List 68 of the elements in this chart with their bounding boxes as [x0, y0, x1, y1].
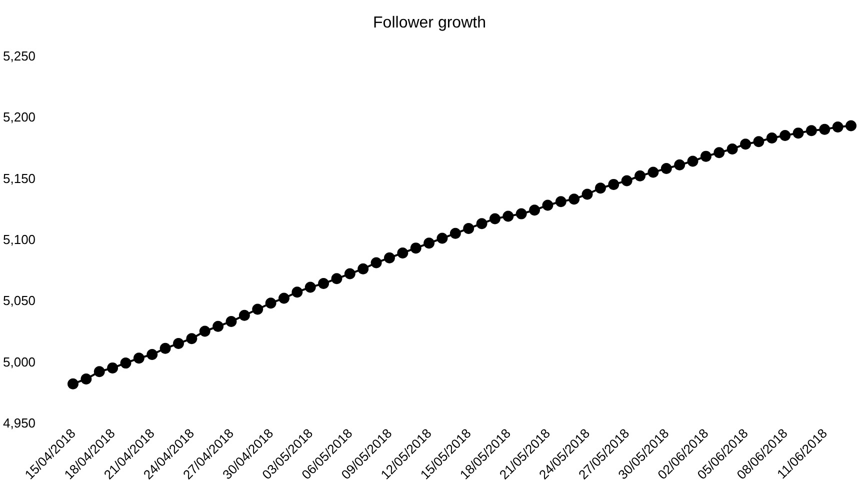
point — [832, 121, 844, 132]
y-tick-label: 5,000 — [3, 354, 36, 370]
point — [331, 273, 342, 284]
point — [186, 333, 198, 344]
y-tick-label: 5,050 — [3, 293, 36, 308]
point — [226, 316, 237, 327]
point — [173, 338, 184, 349]
point — [107, 362, 118, 374]
point — [94, 366, 105, 378]
point — [318, 278, 330, 290]
point — [621, 175, 632, 186]
point — [410, 242, 422, 254]
point — [133, 352, 144, 364]
point — [582, 188, 593, 200]
point — [489, 213, 500, 224]
point — [792, 128, 804, 139]
point — [450, 228, 461, 239]
point — [463, 222, 474, 234]
point — [358, 263, 369, 274]
point — [740, 138, 752, 150]
point — [68, 378, 78, 390]
point — [304, 282, 316, 293]
point — [120, 358, 132, 369]
point — [370, 257, 382, 268]
point — [278, 292, 290, 304]
point — [714, 147, 725, 158]
point — [846, 120, 856, 132]
point — [397, 247, 408, 258]
point — [555, 196, 566, 208]
point — [292, 286, 303, 298]
point — [780, 130, 791, 142]
point — [476, 218, 488, 230]
point — [146, 348, 158, 360]
y-tick-label: 4,950 — [3, 416, 36, 430]
point — [806, 125, 817, 136]
point — [634, 170, 646, 182]
point — [212, 320, 224, 332]
point — [648, 166, 659, 178]
y-tick-label: 5,200 — [3, 110, 36, 125]
point — [568, 194, 580, 205]
point — [594, 182, 606, 194]
point — [252, 304, 264, 315]
point — [766, 132, 778, 144]
point — [80, 373, 92, 384]
y-tick-label: 5,100 — [3, 232, 36, 247]
point — [265, 298, 276, 309]
point — [660, 163, 672, 174]
point — [608, 178, 620, 190]
point — [344, 268, 356, 280]
point — [502, 210, 514, 222]
point — [674, 159, 686, 170]
point — [542, 200, 554, 211]
point — [726, 143, 738, 154]
chart-title: Follower growth — [373, 14, 486, 32]
point — [516, 208, 527, 220]
point — [819, 124, 830, 135]
point — [753, 136, 764, 148]
y-tick-label: 5,150 — [3, 170, 36, 186]
point — [424, 238, 435, 249]
point — [384, 252, 395, 264]
point — [700, 150, 712, 162]
point — [687, 156, 698, 167]
point — [199, 326, 210, 337]
point — [529, 204, 540, 216]
point — [160, 342, 171, 354]
point — [436, 232, 448, 244]
y-tick-label: 5,250 — [3, 48, 36, 64]
point — [238, 310, 250, 321]
